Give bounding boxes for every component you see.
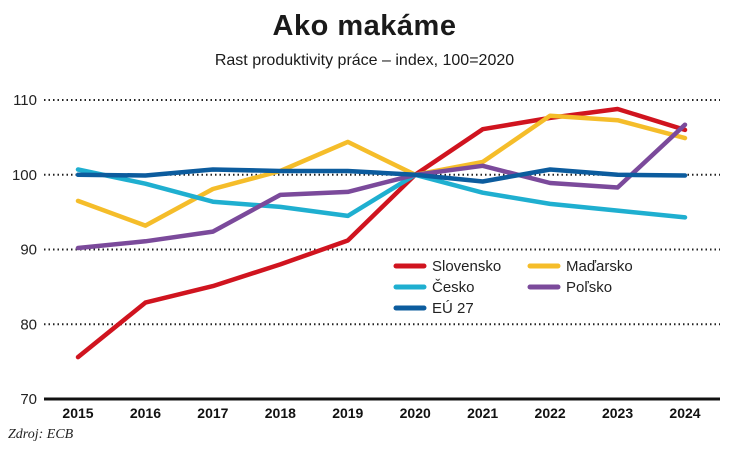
x-tick-label: 2016 bbox=[130, 405, 161, 421]
x-tick-label: 2022 bbox=[535, 405, 566, 421]
series-line-maďarsko bbox=[75, 113, 688, 228]
legend-label: Maďarsko bbox=[566, 258, 633, 275]
legend-label: Česko bbox=[432, 279, 475, 296]
y-tick-label: 110 bbox=[13, 92, 37, 109]
y-tick-label: 90 bbox=[20, 242, 37, 259]
x-tick-label: 2015 bbox=[62, 405, 93, 421]
series-line-česko bbox=[75, 167, 688, 220]
y-tick-label: 70 bbox=[20, 391, 37, 408]
legend: Slovensko Maďarsko Česko Poľsko EÚ 27 bbox=[393, 258, 633, 317]
x-tick-label: 2021 bbox=[467, 405, 498, 421]
series-line-slovensko bbox=[75, 106, 688, 360]
x-tick-label: 2024 bbox=[669, 405, 700, 421]
gridlines bbox=[44, 99, 720, 401]
x-axis: 2015 2016 2017 2018 2019 2020 2021 2022 2023 2024 bbox=[62, 405, 700, 421]
x-tick-label: 2020 bbox=[400, 405, 431, 421]
x-tick-label: 2019 bbox=[332, 405, 363, 421]
legend-label: Poľsko bbox=[566, 279, 612, 296]
series-lines bbox=[75, 106, 688, 360]
y-axis: 70 80 90 100 110 bbox=[12, 92, 37, 408]
y-tick-label: 80 bbox=[20, 316, 37, 333]
legend-label: EÚ 27 bbox=[432, 300, 474, 317]
x-tick-label: 2018 bbox=[265, 405, 296, 421]
chart-title: Ako makáme bbox=[272, 10, 457, 42]
x-tick-label: 2023 bbox=[602, 405, 633, 421]
x-tick-label: 2017 bbox=[197, 405, 228, 421]
legend-label: Slovensko bbox=[432, 258, 501, 275]
source-note: Zdroj: ECB bbox=[8, 427, 74, 442]
series-line-eú 27 bbox=[75, 167, 688, 184]
series-line-poľsko bbox=[75, 122, 688, 251]
y-tick-label: 100 bbox=[12, 167, 37, 184]
chart-subtitle: Rast produktivity práce – index, 100=202… bbox=[214, 52, 515, 69]
